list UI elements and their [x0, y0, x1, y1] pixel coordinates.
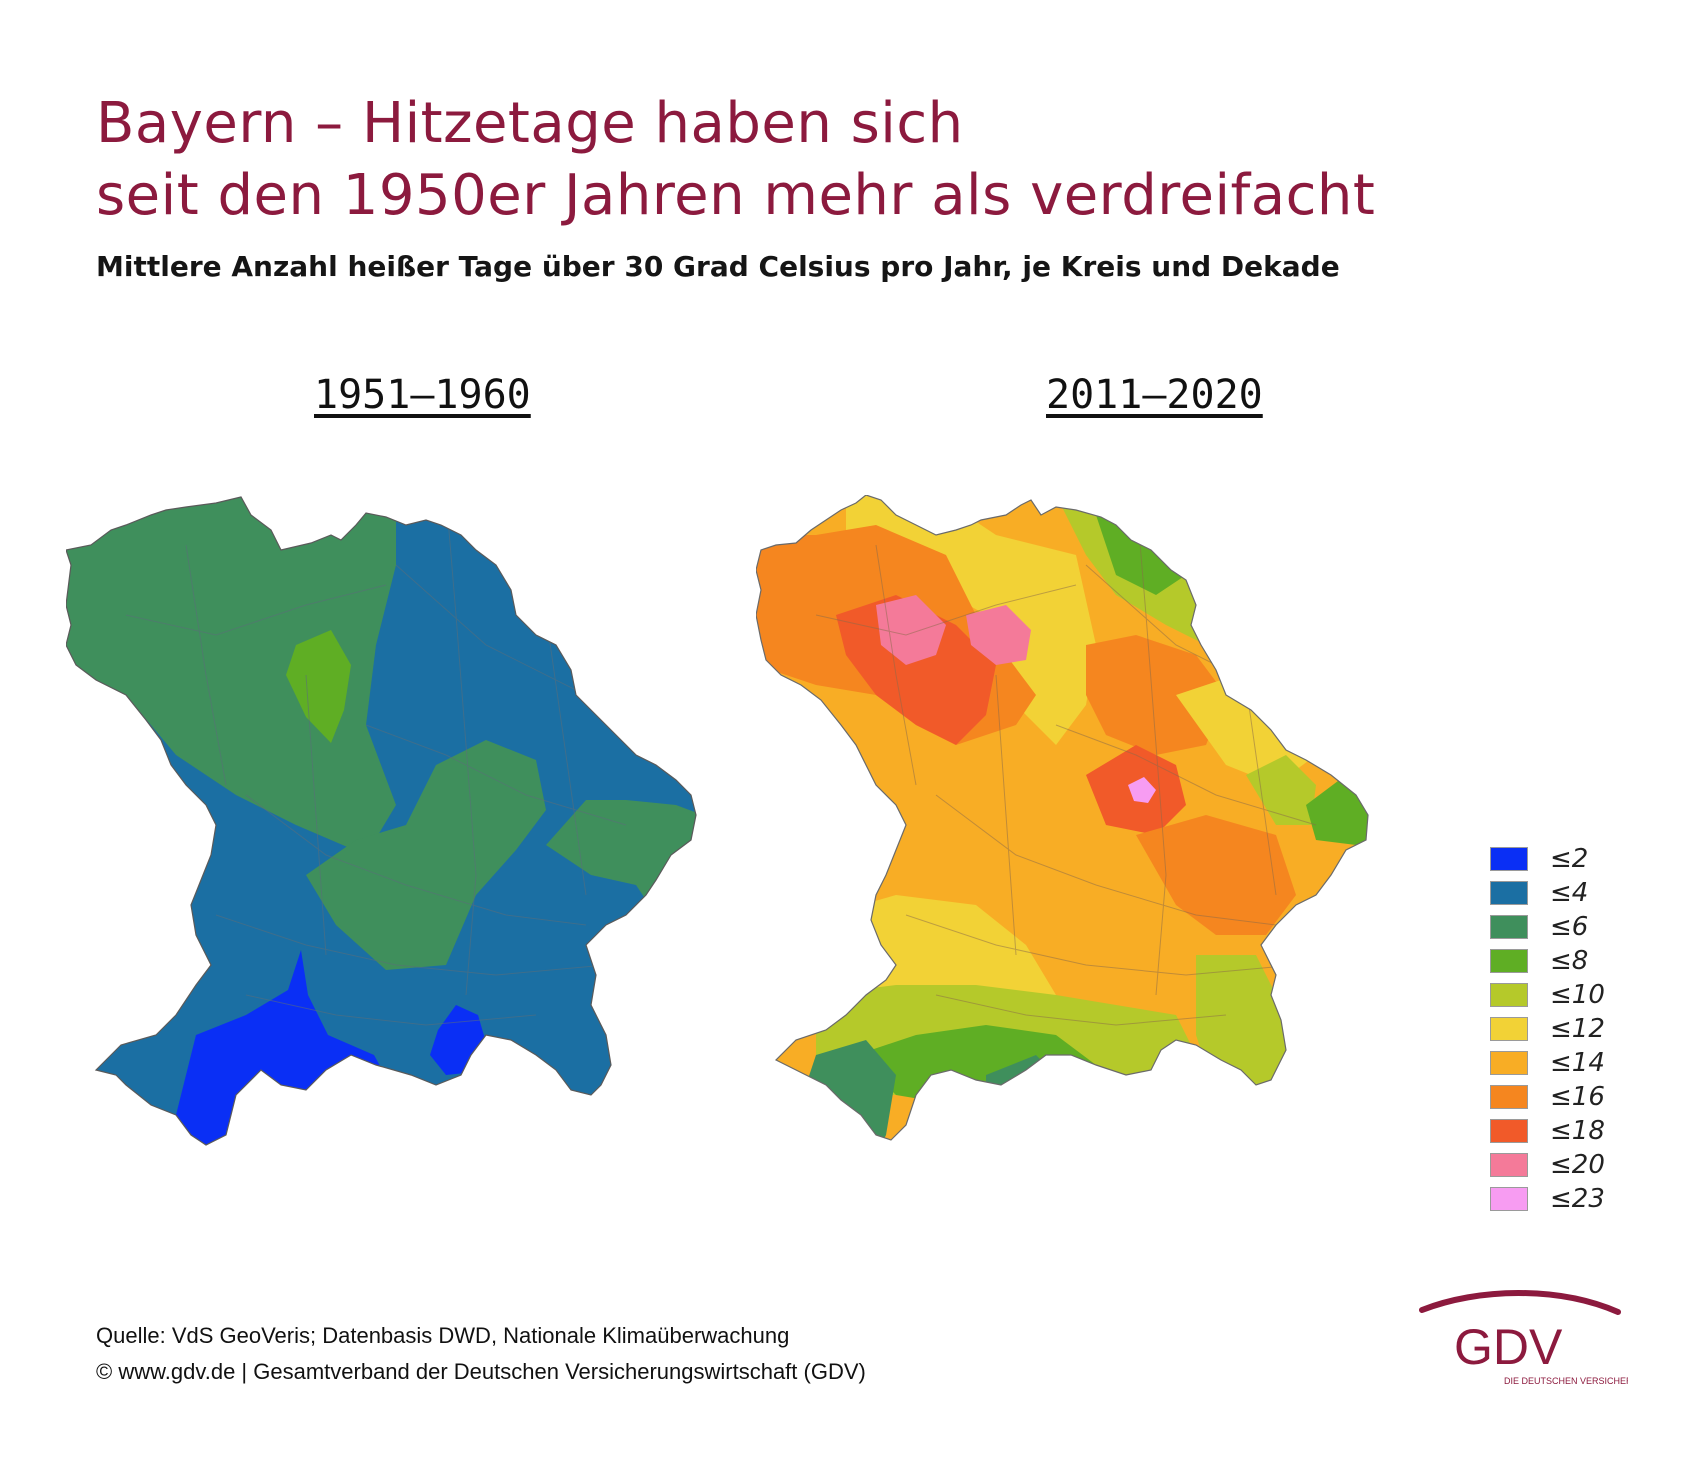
source-note: Quelle: VdS GeoVeris; Datenbasis DWD, Na… — [96, 1323, 790, 1348]
legend-item: ≤4 — [1490, 876, 1605, 910]
legend-item: ≤8 — [1490, 944, 1605, 978]
region-regensburg-magenta — [1128, 777, 1156, 803]
legend-swatch — [1490, 1017, 1528, 1041]
legend-item: ≤23 — [1490, 1182, 1605, 1216]
legend-swatch — [1490, 847, 1528, 871]
legend-swatch — [1490, 949, 1528, 973]
region-light-green — [286, 630, 351, 743]
legend-label: ≤18 — [1550, 1116, 1605, 1146]
region-main-pink — [876, 595, 946, 665]
region-niederbayern-orange — [1136, 815, 1296, 935]
legend-label: ≤2 — [1550, 844, 1589, 874]
period-label-2011-2020: 2011–2020 — [1046, 372, 1263, 418]
region-schwaben-yellow — [826, 895, 1056, 1015]
region-northwest — [66, 497, 396, 855]
region-passau-green — [1306, 775, 1368, 845]
region-east — [546, 800, 696, 915]
period-label-1951-1960: 1951–1960 — [314, 372, 531, 418]
legend-item: ≤14 — [1490, 1046, 1605, 1080]
gdv-logo: GDV DIE DEUTSCHEN VERSICHERER — [1419, 1290, 1628, 1386]
footer: Quelle: VdS GeoVeris; Datenbasis DWD, Na… — [96, 1318, 866, 1390]
logo-tagline: DIE DEUTSCHEN VERSICHERER — [1504, 1376, 1628, 1386]
map-2011-district-borders — [815, 495, 1367, 1026]
legend-item: ≤2 — [1490, 842, 1605, 876]
legend-item: ≤10 — [1490, 978, 1605, 1012]
legend-label: ≤23 — [1550, 1184, 1605, 1214]
copyright-note: © www.gdv.de | Gesamtverband der Deutsch… — [96, 1359, 866, 1384]
legend-item: ≤18 — [1490, 1114, 1605, 1148]
legend-item: ≤16 — [1490, 1080, 1605, 1114]
legend-item: ≤12 — [1490, 1012, 1605, 1046]
subtitle: Mittlere Anzahl heißer Tage über 30 Grad… — [96, 250, 1340, 283]
legend-swatch — [1490, 1187, 1528, 1211]
legend-item: ≤6 — [1490, 910, 1605, 944]
region-main-red — [836, 595, 996, 745]
legend-swatch — [1490, 1119, 1528, 1143]
region-southeast-lime — [1196, 955, 1296, 1115]
title-line-2: seit den 1950er Jahren mehr als verdreif… — [96, 163, 1376, 228]
map-bavaria-1951-1960 — [66, 496, 697, 1146]
legend-label: ≤14 — [1550, 1048, 1605, 1078]
legend-label: ≤16 — [1550, 1082, 1605, 1112]
legend-item: ≤20 — [1490, 1148, 1605, 1182]
logo-text: GDV — [1454, 1319, 1563, 1375]
map-1951-regions — [66, 497, 696, 1145]
region-nuernberg-pink — [966, 605, 1031, 665]
logo-arc — [1419, 1290, 1621, 1315]
region-central — [306, 740, 546, 970]
page-title: Bayern – Hitzetage haben sich seit den 1… — [96, 88, 1375, 232]
legend-label: ≤8 — [1550, 946, 1589, 976]
map-bavaria-2011-2020 — [756, 495, 1369, 1141]
region-oberpfalz-orange — [1086, 635, 1226, 755]
region-alps-west — [166, 950, 396, 1145]
legend-swatch — [1490, 1085, 1528, 1109]
legend-label: ≤20 — [1550, 1150, 1605, 1180]
legend-swatch — [1490, 915, 1528, 939]
legend-swatch — [1490, 1051, 1528, 1075]
legend-swatch — [1490, 881, 1528, 905]
legend-label: ≤10 — [1550, 980, 1605, 1010]
legend-label: ≤4 — [1550, 878, 1589, 908]
title-line-1: Bayern – Hitzetage haben sich — [96, 91, 964, 156]
region-bayerwald-green — [1246, 755, 1316, 825]
legend-swatch — [1490, 1153, 1528, 1177]
legend: ≤2 ≤4 ≤6 ≤8 ≤10 ≤12 ≤14 ≤16 ≤18 ≤20 ≤23 — [1490, 842, 1605, 1216]
legend-label: ≤12 — [1550, 1014, 1605, 1044]
map-2011-regions — [756, 495, 1368, 1140]
legend-swatch — [1490, 983, 1528, 1007]
legend-label: ≤6 — [1550, 912, 1589, 942]
